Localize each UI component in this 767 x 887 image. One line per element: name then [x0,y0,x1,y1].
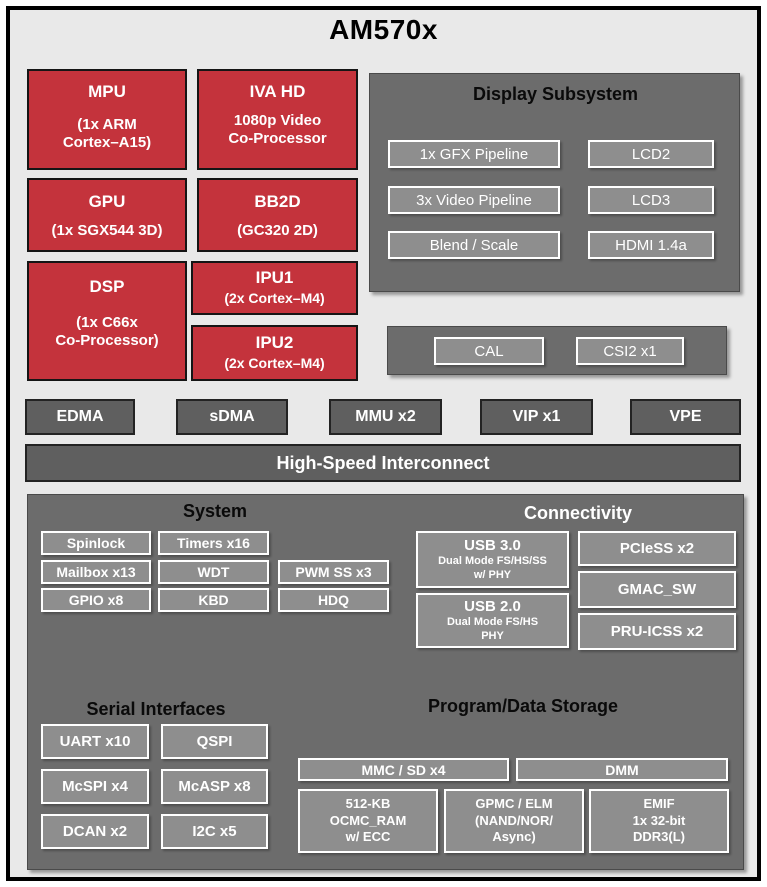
block-dsp-title: DSP [89,277,125,296]
connectivity-heading: Connectivity [523,503,633,523]
display-subsystem-box: Display Subsystem 1x GFX Pipeline 3x Vid… [369,73,740,292]
system-item-timers: Timers x16 [158,531,269,555]
system-item-wdt: WDT [158,560,269,584]
block-mpu: MPU (1x ARM Cortex–A15) [27,69,187,170]
camera-item-cal: CAL [434,337,544,365]
block-ipu2-subtitle: (2x Cortex–M4) [224,354,325,371]
connectivity-item-usb2: USB 2.0 Dual Mode FS/HS PHY [416,593,569,648]
storage-item-dmm: DMM [516,758,728,781]
peripherals-box: System Spinlock Timers x16 Mailbox x13 W… [27,494,744,870]
serial-item-mcspi: McSPI x4 [41,769,149,804]
serial-heading: Serial Interfaces [86,699,226,719]
system-heading: System [182,501,248,521]
block-edma: EDMA [25,399,135,435]
system-item-pwm: PWM SS x3 [278,560,389,584]
block-iva-hd-title: IVA HD [249,82,306,101]
usb3-title: USB 3.0 [464,537,521,555]
usb2-subtitle: Dual Mode FS/HS PHY [446,616,539,642]
block-iva-hd: IVA HD 1080p Video Co-Processor [197,69,358,170]
storage-item-mmc-sd: MMC / SD x4 [298,758,509,781]
block-mmu: MMU x2 [329,399,442,435]
gpmc-elm-label: GPMC / ELM (NAND/NOR/ Async) [475,795,553,845]
system-item-spinlock: Spinlock [41,531,151,555]
block-gpu-subtitle: (1x SGX544 3D) [51,221,163,239]
block-ipu1: IPU1 (2x Cortex–M4) [191,261,358,315]
block-ipu2-title: IPU2 [255,332,294,352]
block-gpu: GPU (1x SGX544 3D) [27,178,187,252]
serial-item-uart: UART x10 [41,724,149,759]
serial-item-mcasp: McASP x8 [161,769,268,804]
block-ipu2: IPU2 (2x Cortex–M4) [191,325,358,381]
system-item-kbd: KBD [158,588,269,612]
block-ipu1-subtitle: (2x Cortex–M4) [224,289,325,306]
block-ipu1-title: IPU1 [255,267,294,287]
block-dsp-subtitle: (1x C66x Co-Processor) [55,313,159,350]
display-item-gfx-pipeline: 1x GFX Pipeline [388,140,560,168]
system-item-gpio: GPIO x8 [41,588,151,612]
storage-heading: Program/Data Storage [427,696,619,716]
block-bb2d-title: BB2D [254,192,301,211]
system-item-hdq: HDQ [278,588,389,612]
serial-item-qspi: QSPI [161,724,268,759]
block-vpe: VPE [630,399,741,435]
block-dsp: DSP (1x C66x Co-Processor) [27,261,187,381]
block-mpu-title: MPU [88,82,126,101]
connectivity-item-pciess: PCIeSS x2 [578,531,736,566]
block-mpu-subtitle: (1x ARM Cortex–A15) [62,115,152,152]
serial-item-i2c: I2C x5 [161,814,268,849]
block-bb2d-subtitle: (GC320 2D) [237,221,318,239]
page-title: AM570x [329,14,438,45]
storage-item-gpmc-elm: GPMC / ELM (NAND/NOR/ Async) [444,789,584,853]
connectivity-item-pru-icss: PRU-ICSS x2 [578,613,736,650]
display-item-lcd3: LCD3 [588,186,714,214]
display-item-hdmi: HDMI 1.4a [588,231,714,259]
system-item-mailbox: Mailbox x13 [41,560,151,584]
interconnect-bar: High-Speed Interconnect [25,444,741,482]
block-sdma: sDMA [176,399,288,435]
usb2-title: USB 2.0 [464,598,521,616]
block-iva-hd-subtitle: 1080p Video Co-Processor [228,111,327,148]
block-gpu-title: GPU [88,192,126,211]
block-vip: VIP x1 [480,399,593,435]
serial-item-dcan: DCAN x2 [41,814,149,849]
display-item-video-pipeline: 3x Video Pipeline [388,186,560,214]
camera-item-csi2: CSI2 x1 [576,337,684,365]
emif-label: EMIF 1x 32-bit DDR3(L) [632,795,686,845]
connectivity-item-usb3: USB 3.0 Dual Mode FS/HS/SS w/ PHY [416,531,569,588]
ocmc-ram-label: 512-KB OCMC_RAM w/ ECC [329,795,407,845]
camera-box: CAL CSI2 x1 [387,326,727,375]
usb3-subtitle: Dual Mode FS/HS/SS w/ PHY [438,555,547,581]
block-bb2d: BB2D (GC320 2D) [197,178,358,252]
storage-item-ocmc-ram: 512-KB OCMC_RAM w/ ECC [298,789,438,853]
storage-item-emif: EMIF 1x 32-bit DDR3(L) [589,789,729,853]
display-subsystem-heading: Display Subsystem [472,84,639,104]
display-item-blend-scale: Blend / Scale [388,231,560,259]
connectivity-item-gmac: GMAC_SW [578,571,736,608]
display-item-lcd2: LCD2 [588,140,714,168]
